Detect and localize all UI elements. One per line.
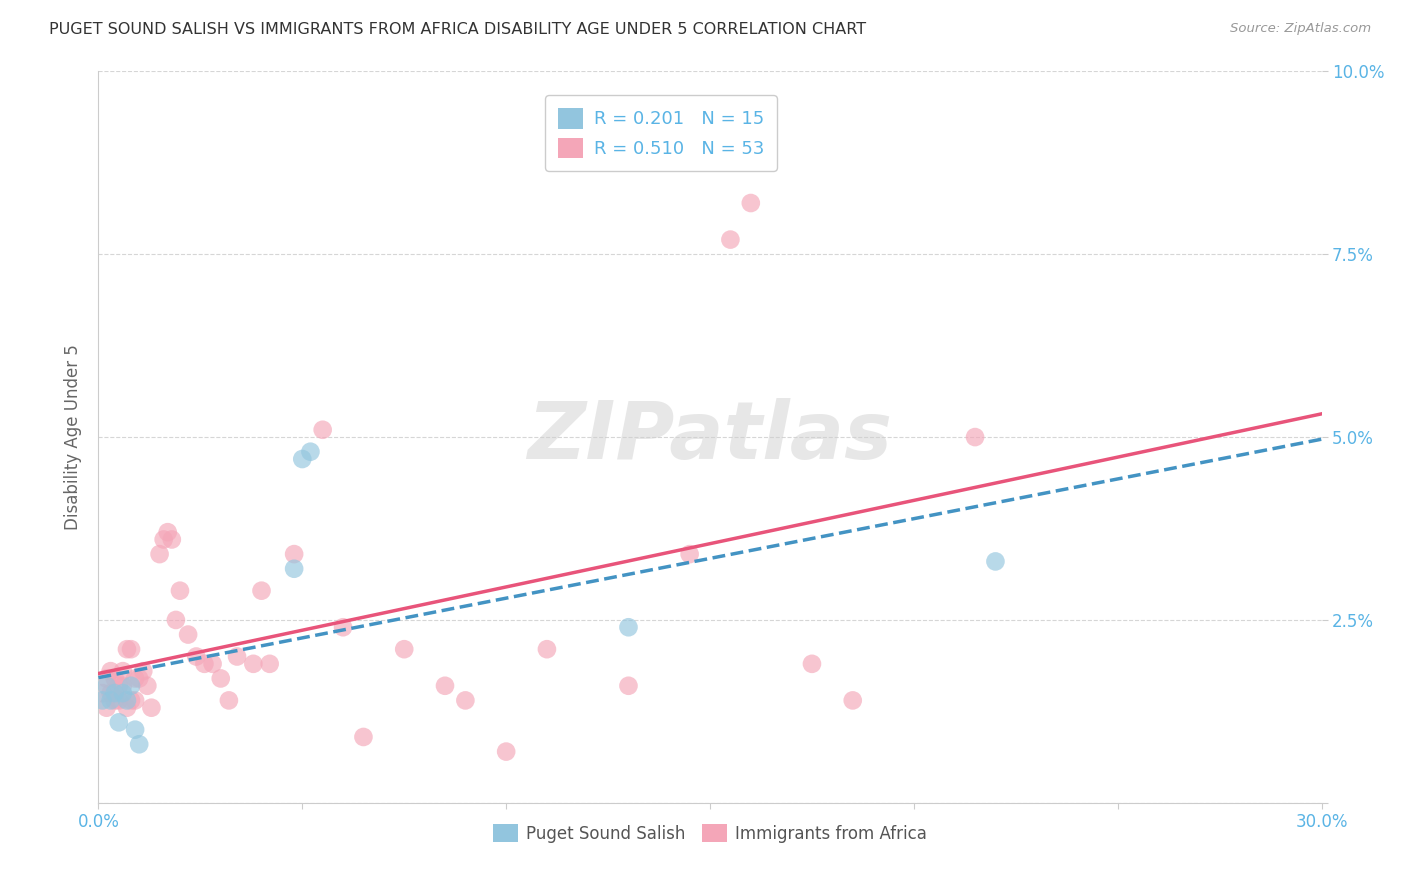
Point xyxy=(434,679,457,693)
Point xyxy=(96,679,118,693)
Y-axis label: Disability Age Under 5: Disability Age Under 5 xyxy=(63,344,82,530)
Point xyxy=(128,737,150,751)
Point xyxy=(392,642,416,657)
Point xyxy=(91,693,114,707)
Text: Source: ZipAtlas.com: Source: ZipAtlas.com xyxy=(1230,22,1371,36)
Point xyxy=(111,664,134,678)
Point xyxy=(250,583,273,598)
Point xyxy=(108,679,131,693)
Point xyxy=(149,547,172,561)
Point xyxy=(186,649,208,664)
Point xyxy=(100,664,122,678)
Point xyxy=(718,233,742,247)
Point xyxy=(193,657,215,671)
Point xyxy=(124,723,146,737)
Point xyxy=(100,686,122,700)
Point xyxy=(115,700,138,714)
Point xyxy=(312,423,335,437)
Point xyxy=(965,430,987,444)
Point xyxy=(104,672,127,686)
Point xyxy=(124,672,146,686)
Point xyxy=(226,649,249,664)
Text: ZIPatlas: ZIPatlas xyxy=(527,398,893,476)
Point xyxy=(136,679,159,693)
Point xyxy=(91,686,114,700)
Point xyxy=(115,693,138,707)
Point xyxy=(352,730,374,744)
Point xyxy=(132,664,155,678)
Point xyxy=(617,620,640,634)
Point xyxy=(332,620,354,634)
Point xyxy=(104,686,127,700)
Point xyxy=(128,672,150,686)
Point xyxy=(454,693,477,707)
Point xyxy=(495,745,517,759)
Point xyxy=(141,700,163,714)
Point xyxy=(740,196,762,211)
Point xyxy=(218,693,240,707)
Point xyxy=(152,533,174,547)
Point xyxy=(108,715,131,730)
Point xyxy=(801,657,824,671)
Point xyxy=(96,672,118,686)
Point xyxy=(124,693,146,707)
Point xyxy=(299,444,322,458)
Point xyxy=(283,547,305,561)
Point xyxy=(120,679,142,693)
Point xyxy=(111,686,134,700)
Point xyxy=(177,627,200,641)
Point xyxy=(100,693,122,707)
Point xyxy=(111,679,134,693)
Point xyxy=(536,642,558,657)
Point xyxy=(242,657,264,671)
Point xyxy=(259,657,281,671)
Point xyxy=(984,554,1007,568)
Point xyxy=(209,672,232,686)
Point xyxy=(169,583,191,598)
Point xyxy=(120,642,142,657)
Point xyxy=(291,452,314,467)
Point xyxy=(120,693,142,707)
Point xyxy=(104,693,127,707)
Point xyxy=(841,693,863,707)
Point xyxy=(201,657,224,671)
Text: PUGET SOUND SALISH VS IMMIGRANTS FROM AFRICA DISABILITY AGE UNDER 5 CORRELATION : PUGET SOUND SALISH VS IMMIGRANTS FROM AF… xyxy=(49,22,866,37)
Point xyxy=(283,562,305,576)
Point xyxy=(617,679,640,693)
Point xyxy=(96,700,118,714)
Point xyxy=(165,613,187,627)
Point xyxy=(108,693,131,707)
Point xyxy=(679,547,702,561)
Point xyxy=(160,533,183,547)
Point xyxy=(115,642,138,657)
Legend: Puget Sound Salish, Immigrants from Africa: Puget Sound Salish, Immigrants from Afri… xyxy=(486,818,934,849)
Point xyxy=(156,525,179,540)
